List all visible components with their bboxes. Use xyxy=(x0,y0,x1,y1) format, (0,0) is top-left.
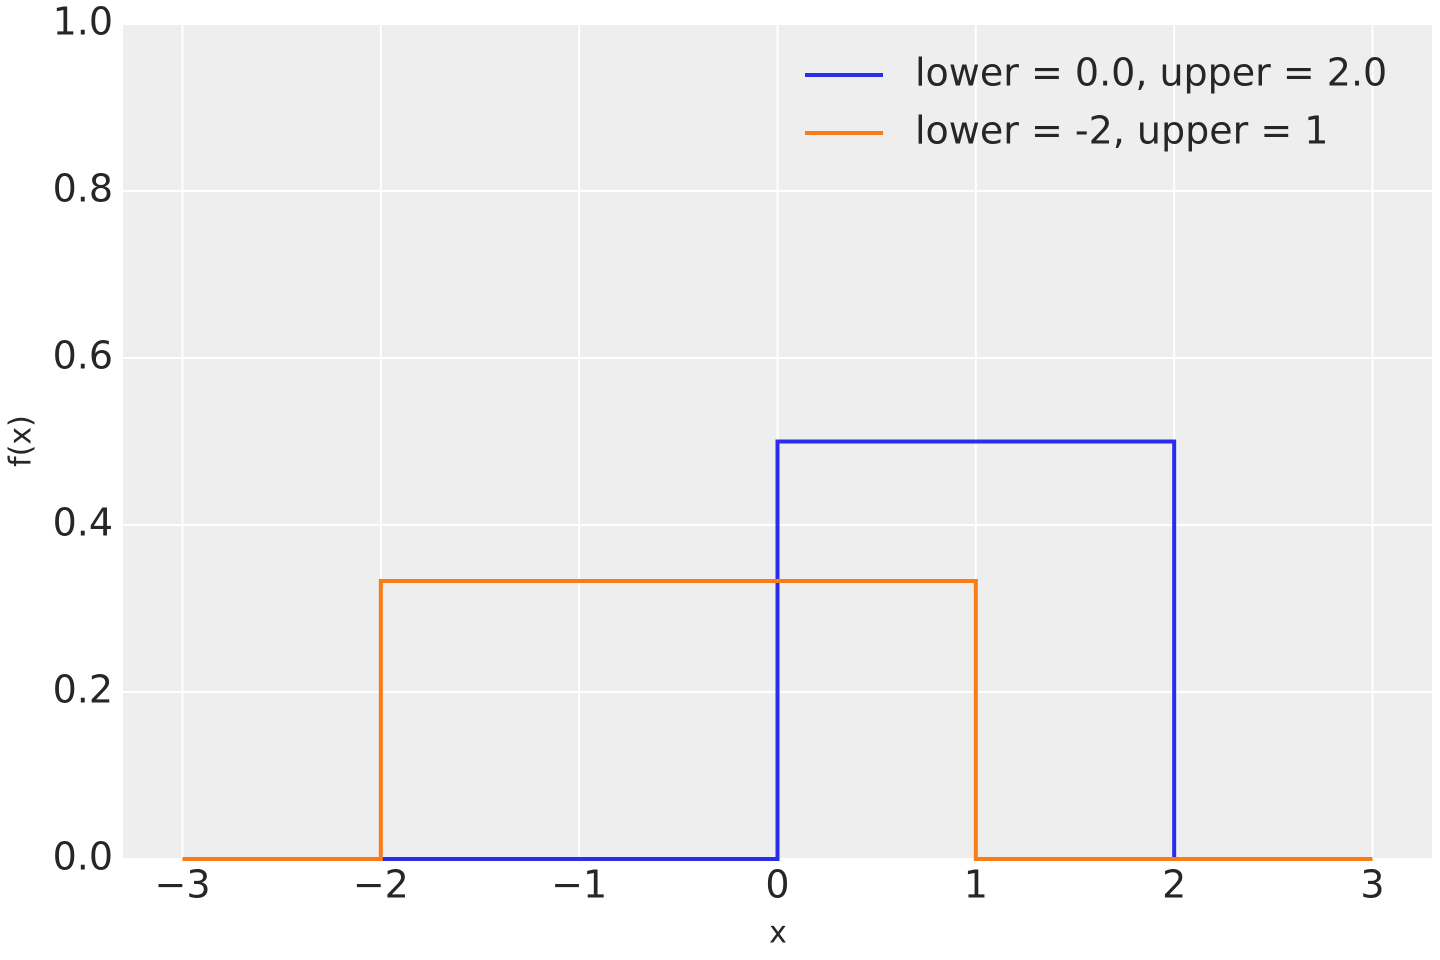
x-tick-label: −3 xyxy=(154,863,210,907)
x-tick-label: 1 xyxy=(964,863,988,907)
y-tick-label: 0.4 xyxy=(53,501,113,545)
x-tick-label: 2 xyxy=(1162,863,1186,907)
series-line xyxy=(182,578,1373,861)
legend-label: lower = 0.0, upper = 2.0 xyxy=(915,51,1387,95)
x-tick-label: −2 xyxy=(353,863,409,907)
x-tick-label: 0 xyxy=(765,863,789,907)
y-axis-label: f(x) xyxy=(4,415,39,467)
x-tick-label: −1 xyxy=(551,863,607,907)
legend-label: lower = -2, upper = 1 xyxy=(915,109,1328,153)
y-tick-label: 1.0 xyxy=(53,0,113,44)
y-tick-label: 0.0 xyxy=(53,835,113,879)
y-tick-label: 0.2 xyxy=(53,668,113,712)
y-tick-label: 0.8 xyxy=(53,167,113,211)
y-tick-label: 0.6 xyxy=(53,334,113,378)
x-tick-label: 3 xyxy=(1360,863,1384,907)
x-axis-label: x xyxy=(769,916,787,951)
